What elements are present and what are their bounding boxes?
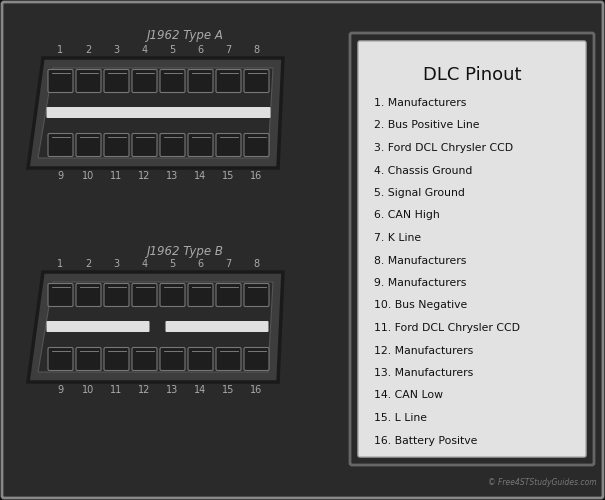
Text: 15: 15 [222, 171, 235, 181]
Text: 5: 5 [169, 259, 175, 269]
FancyBboxPatch shape [47, 107, 270, 118]
Text: 9. Manufacturers: 9. Manufacturers [374, 278, 466, 288]
Text: 12: 12 [139, 171, 151, 181]
FancyBboxPatch shape [48, 348, 73, 370]
Text: 12: 12 [139, 385, 151, 395]
Text: 10. Bus Negative: 10. Bus Negative [374, 300, 467, 310]
Text: 1: 1 [57, 45, 64, 55]
FancyBboxPatch shape [166, 321, 269, 332]
Text: 15. L Line: 15. L Line [374, 413, 427, 423]
Text: 7. K Line: 7. K Line [374, 233, 421, 243]
Text: 11. Ford DCL Chrysler CCD: 11. Ford DCL Chrysler CCD [374, 323, 520, 333]
FancyBboxPatch shape [244, 284, 269, 306]
Text: 7: 7 [226, 45, 232, 55]
Text: 7: 7 [226, 259, 232, 269]
Text: 10: 10 [82, 171, 94, 181]
FancyBboxPatch shape [160, 348, 185, 370]
Text: 8: 8 [253, 259, 260, 269]
Text: 6: 6 [197, 45, 203, 55]
Text: 2: 2 [85, 259, 91, 269]
Text: 10: 10 [82, 385, 94, 395]
Text: 5. Signal Ground: 5. Signal Ground [374, 188, 465, 198]
Polygon shape [28, 58, 283, 168]
FancyBboxPatch shape [160, 70, 185, 92]
Text: 2. Bus Positive Line: 2. Bus Positive Line [374, 120, 480, 130]
FancyBboxPatch shape [216, 348, 241, 370]
Text: 4: 4 [142, 259, 148, 269]
Polygon shape [38, 282, 273, 372]
Text: 13: 13 [166, 171, 178, 181]
Text: 9: 9 [57, 171, 64, 181]
FancyBboxPatch shape [188, 70, 213, 92]
FancyBboxPatch shape [132, 348, 157, 370]
Text: 5: 5 [169, 45, 175, 55]
FancyBboxPatch shape [47, 321, 149, 332]
Text: 11: 11 [110, 171, 123, 181]
Text: 13. Manufacturers: 13. Manufacturers [374, 368, 473, 378]
FancyBboxPatch shape [76, 348, 101, 370]
Polygon shape [38, 68, 273, 158]
Text: J1962 Type B: J1962 Type B [146, 245, 223, 258]
FancyBboxPatch shape [188, 348, 213, 370]
FancyBboxPatch shape [160, 134, 185, 156]
Text: J1962 Type A: J1962 Type A [146, 29, 223, 42]
Text: 15: 15 [222, 385, 235, 395]
Text: 14. CAN Low: 14. CAN Low [374, 390, 443, 400]
FancyBboxPatch shape [48, 284, 73, 306]
Text: 16. Battery Positve: 16. Battery Positve [374, 436, 477, 446]
FancyBboxPatch shape [160, 284, 185, 306]
FancyBboxPatch shape [188, 284, 213, 306]
Text: 4. Chassis Ground: 4. Chassis Ground [374, 166, 473, 175]
FancyBboxPatch shape [132, 134, 157, 156]
FancyBboxPatch shape [104, 134, 129, 156]
FancyBboxPatch shape [244, 348, 269, 370]
Text: 14: 14 [194, 171, 207, 181]
Text: 16: 16 [250, 385, 263, 395]
Text: 12. Manufacturers: 12. Manufacturers [374, 346, 473, 356]
Text: 1. Manufacturers: 1. Manufacturers [374, 98, 466, 108]
Text: 4: 4 [142, 45, 148, 55]
FancyBboxPatch shape [132, 70, 157, 92]
Text: 2: 2 [85, 45, 91, 55]
FancyBboxPatch shape [216, 134, 241, 156]
FancyBboxPatch shape [216, 284, 241, 306]
FancyBboxPatch shape [48, 134, 73, 156]
FancyBboxPatch shape [48, 70, 73, 92]
Text: 8: 8 [253, 45, 260, 55]
FancyBboxPatch shape [350, 33, 594, 465]
Text: 9: 9 [57, 385, 64, 395]
Text: DLC Pinout: DLC Pinout [423, 66, 522, 84]
Text: © Free4STStudyGuides.com: © Free4STStudyGuides.com [488, 478, 597, 487]
FancyBboxPatch shape [244, 70, 269, 92]
FancyBboxPatch shape [76, 134, 101, 156]
FancyBboxPatch shape [188, 134, 213, 156]
Text: 16: 16 [250, 171, 263, 181]
FancyBboxPatch shape [104, 284, 129, 306]
FancyBboxPatch shape [244, 134, 269, 156]
FancyBboxPatch shape [132, 284, 157, 306]
FancyBboxPatch shape [358, 41, 586, 457]
FancyBboxPatch shape [104, 348, 129, 370]
FancyBboxPatch shape [76, 70, 101, 92]
FancyBboxPatch shape [104, 70, 129, 92]
Text: 13: 13 [166, 385, 178, 395]
Text: 3: 3 [114, 259, 120, 269]
Text: 6: 6 [197, 259, 203, 269]
Text: 3. Ford DCL Chrysler CCD: 3. Ford DCL Chrysler CCD [374, 143, 513, 153]
Text: 1: 1 [57, 259, 64, 269]
Text: 8. Manufacturers: 8. Manufacturers [374, 256, 466, 266]
Text: 6. CAN High: 6. CAN High [374, 210, 440, 220]
Text: 11: 11 [110, 385, 123, 395]
Polygon shape [28, 272, 283, 382]
Text: 3: 3 [114, 45, 120, 55]
FancyBboxPatch shape [76, 284, 101, 306]
FancyBboxPatch shape [216, 70, 241, 92]
Text: 14: 14 [194, 385, 207, 395]
